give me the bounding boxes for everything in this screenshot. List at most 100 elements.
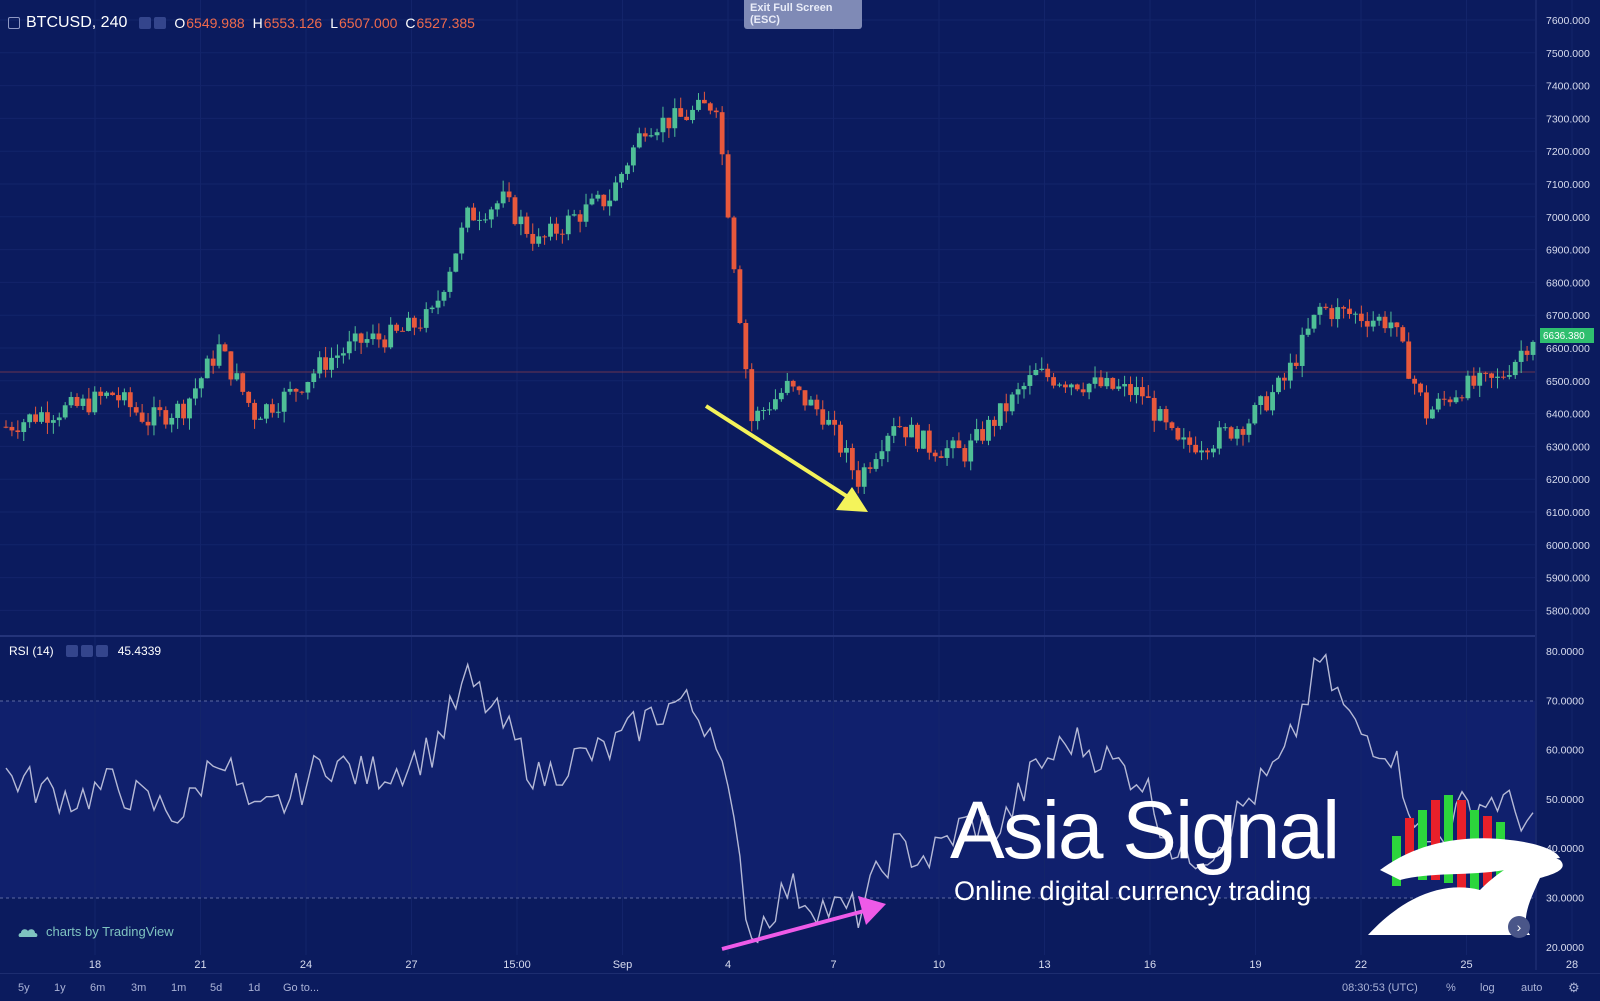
rsi-axis[interactable]: 80.0000 70.0000 60.0000 50.0000 40.0000 30.00… [1546, 646, 1584, 954]
candle [1412, 375, 1418, 395]
range-1m[interactable]: 1m [171, 982, 187, 994]
rsi-settings-icon[interactable] [65, 645, 78, 657]
candle [844, 440, 849, 463]
symbol-label[interactable]: BTCUSD, 240 [26, 14, 128, 31]
candle [1429, 406, 1435, 419]
price-axis[interactable]: 7600.000 7500.000 7400.000 7300.000 7200.000… [1546, 15, 1590, 617]
time-axis[interactable]: 18 21 24 27 15:00 Sep 4 7 10 13 16 19 22 25 28 [89, 959, 1578, 971]
candle [938, 450, 944, 459]
exit-fullscreen-button[interactable]: Exit Full Screen (ESC) [744, 0, 862, 29]
price-tick-label: 5900.000 [1546, 573, 1590, 585]
candle [1074, 383, 1080, 392]
candle [346, 330, 352, 360]
candle [595, 190, 601, 202]
candle [619, 172, 624, 189]
candle [104, 391, 110, 399]
candle [1364, 312, 1370, 338]
log-toggle[interactable]: log [1480, 982, 1495, 994]
source-icon[interactable] [154, 17, 167, 29]
rsi-tick-label: 70.0000 [1546, 695, 1584, 707]
candle [1358, 305, 1364, 328]
asia-signal-watermark: Asia Signal Online digital currency trad… [950, 790, 1340, 907]
candle [1057, 382, 1062, 388]
candle [1388, 311, 1394, 337]
candle [494, 200, 500, 217]
rsi-label[interactable]: RSI (14) [9, 644, 54, 658]
candle [861, 463, 867, 495]
current-price-tag: 6636.380 [1540, 328, 1594, 343]
candle [1441, 390, 1447, 406]
candle [814, 394, 820, 416]
candle [181, 399, 186, 426]
scroll-right-button[interactable]: › [1508, 916, 1530, 938]
range-6m[interactable]: 6m [90, 982, 106, 994]
candle [1205, 448, 1210, 460]
candle [648, 128, 654, 138]
candle [713, 107, 719, 118]
candle [264, 403, 269, 424]
candle [897, 416, 903, 428]
candle [731, 215, 737, 274]
candle [642, 127, 648, 142]
range-5d[interactable]: 5d [210, 982, 223, 994]
watermark-subtitle: Online digital currency trading [954, 876, 1312, 906]
price-tick-label: 6300.000 [1546, 441, 1590, 453]
candle [1157, 406, 1163, 422]
candle [1501, 370, 1506, 380]
candle [903, 426, 909, 446]
candle [1406, 332, 1412, 380]
grid-lines [0, 0, 1573, 955]
candle [281, 387, 287, 423]
rsi-hide-icon[interactable] [80, 645, 93, 657]
range-5y[interactable]: 5y [18, 982, 30, 994]
low-value: 6507.000 [339, 15, 398, 31]
utc-clock[interactable]: 08:30:53 (UTC) [1342, 982, 1418, 994]
candle [1187, 431, 1193, 453]
gear-icon[interactable]: ⚙ [1568, 980, 1580, 995]
exit-fullscreen-label: Exit Full Screen [750, 2, 833, 14]
candle [974, 418, 980, 444]
candle [725, 150, 731, 219]
go-to-button[interactable]: Go to... [283, 982, 320, 994]
candle [417, 319, 423, 332]
range-1d[interactable]: 1d [248, 982, 261, 994]
candle [554, 217, 559, 241]
candle [1003, 393, 1009, 423]
candle [879, 440, 885, 467]
candle [944, 440, 950, 466]
candle [1489, 372, 1494, 389]
candle [1240, 426, 1246, 446]
yellow-arrow [704, 404, 868, 512]
range-3m[interactable]: 3m [131, 982, 147, 994]
time-tick-label: 25 [1460, 959, 1472, 971]
tradingview-branding[interactable]: charts by TradingView [18, 924, 174, 939]
price-tick-label: 5800.000 [1546, 605, 1590, 617]
candle [1453, 390, 1459, 404]
candle [1151, 390, 1157, 432]
close-label: C [405, 15, 416, 31]
candle [1323, 303, 1329, 310]
candle [1128, 376, 1133, 402]
candle [3, 420, 9, 429]
candle [932, 449, 938, 462]
candle [80, 394, 86, 410]
rsi-close-icon[interactable] [95, 645, 108, 657]
candle [737, 265, 743, 325]
candle [956, 432, 962, 449]
range-1y[interactable]: 1y [54, 982, 66, 994]
rsi-header: RSI (14) 45.4339 [9, 644, 161, 658]
rsi-tick-label: 40.0000 [1546, 843, 1584, 855]
candle [246, 391, 252, 408]
settings-icon[interactable] [139, 17, 152, 29]
candle [116, 387, 121, 408]
candle [583, 193, 589, 227]
percent-toggle[interactable]: % [1446, 982, 1456, 994]
candle [1287, 353, 1293, 389]
time-tick-label: 16 [1144, 959, 1156, 971]
collapse-icon[interactable] [8, 17, 20, 29]
candle [1376, 313, 1382, 326]
candle [1193, 436, 1199, 455]
candle [187, 397, 192, 430]
auto-toggle[interactable]: auto [1521, 982, 1543, 994]
